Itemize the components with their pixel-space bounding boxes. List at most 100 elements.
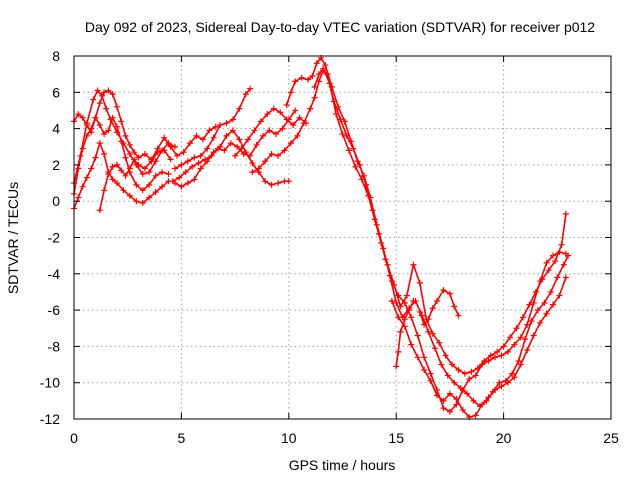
data-point — [126, 151, 133, 158]
data-point — [161, 147, 168, 154]
data-point — [101, 187, 108, 194]
data-point — [236, 136, 243, 143]
x-tick-label: 0 — [70, 430, 78, 446]
data-point — [440, 397, 447, 404]
data-point — [101, 89, 108, 96]
data-point — [238, 145, 245, 152]
data-point — [182, 169, 189, 176]
chart-title: Day 092 of 2023, Sidereal Day-to-day VTE… — [85, 19, 595, 35]
data-point — [94, 87, 101, 94]
data-point — [264, 111, 271, 118]
data-point — [139, 170, 146, 177]
data-point — [470, 397, 477, 404]
data-point — [560, 261, 567, 268]
data-point — [275, 180, 282, 187]
data-point — [262, 158, 269, 165]
x-axis-label: GPS time / hours — [289, 457, 396, 473]
y-tick-label: 2 — [52, 157, 60, 173]
data-point — [410, 298, 417, 305]
data-point — [453, 396, 460, 403]
y-tick-label: -8 — [48, 338, 61, 354]
series-8 — [171, 127, 292, 190]
data-point — [504, 379, 511, 386]
data-point — [451, 379, 458, 386]
data-point — [479, 401, 486, 408]
data-point — [543, 259, 550, 266]
series-line — [172, 109, 297, 182]
data-point — [189, 163, 196, 170]
y-tick-label: 4 — [52, 121, 60, 137]
data-point — [167, 156, 174, 163]
data-point — [393, 299, 400, 306]
data-point — [83, 132, 90, 139]
data-point — [146, 169, 153, 176]
data-point — [184, 158, 191, 165]
data-point — [494, 348, 501, 355]
data-point — [455, 366, 462, 373]
data-point — [159, 169, 166, 176]
data-point — [83, 121, 90, 128]
x-tick-label: 10 — [281, 430, 297, 446]
data-point — [178, 183, 185, 190]
data-point — [416, 279, 423, 286]
data-point — [313, 60, 320, 67]
data-point — [511, 341, 518, 348]
data-point — [210, 134, 217, 141]
series-4 — [71, 140, 172, 212]
data-point — [167, 143, 174, 150]
data-point — [406, 307, 413, 314]
data-point — [451, 303, 458, 310]
data-point — [199, 136, 206, 143]
data-point — [365, 192, 372, 199]
data-point — [453, 401, 460, 408]
data-point — [92, 154, 99, 161]
data-point — [416, 308, 423, 315]
data-point — [556, 292, 563, 299]
data-point — [472, 412, 479, 419]
y-tick-label: -6 — [48, 302, 61, 318]
data-point — [358, 176, 365, 183]
data-point — [517, 361, 524, 368]
data-point — [247, 85, 254, 92]
data-point — [320, 65, 327, 72]
data-point — [234, 143, 241, 150]
data-point — [105, 127, 112, 134]
data-point — [96, 140, 103, 147]
data-point — [171, 165, 178, 172]
data-point — [298, 74, 305, 81]
data-point — [326, 80, 333, 87]
data-point — [141, 151, 148, 158]
data-point — [113, 180, 120, 187]
data-point — [180, 149, 187, 156]
data-point — [191, 176, 198, 183]
series-11 — [283, 54, 572, 410]
data-point — [515, 357, 522, 364]
series-line — [391, 276, 567, 419]
data-point — [131, 149, 138, 156]
data-point — [414, 354, 421, 361]
data-point — [101, 151, 108, 158]
data-point — [519, 314, 526, 321]
y-tick-label: -2 — [48, 230, 61, 246]
data-point — [507, 334, 514, 341]
data-point — [524, 347, 531, 354]
data-point — [562, 274, 569, 281]
data-point — [545, 267, 552, 274]
data-point — [534, 307, 541, 314]
data-point — [118, 167, 125, 174]
data-point — [197, 152, 204, 159]
series-3 — [71, 114, 172, 197]
data-point — [126, 165, 133, 172]
data-point — [354, 158, 361, 165]
series-7 — [171, 85, 254, 172]
data-point — [197, 165, 204, 172]
data-point — [292, 107, 299, 114]
data-point — [161, 134, 168, 141]
y-tick-label: 6 — [52, 84, 60, 100]
data-point — [139, 200, 146, 207]
data-point — [410, 261, 417, 268]
data-point — [455, 312, 462, 319]
data-point — [249, 169, 256, 176]
data-point — [558, 241, 565, 248]
data-point — [461, 370, 468, 377]
